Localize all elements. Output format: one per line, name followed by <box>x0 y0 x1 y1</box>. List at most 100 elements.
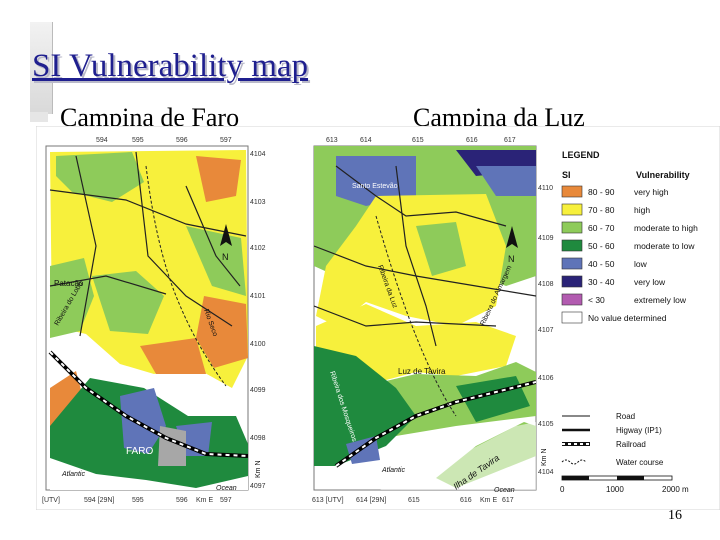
faro-bottom-tick: Km E <box>196 497 213 504</box>
scale-end: 2000 m <box>662 485 689 494</box>
legend-swatch <box>561 185 583 198</box>
scale-mid: 1000 <box>606 485 624 494</box>
legend-range: 70 - 80 <box>588 205 615 215</box>
faro-right-tick: 4099 <box>250 387 266 394</box>
faro-zone-very-high-ne <box>196 156 241 202</box>
luz-roads <box>314 165 536 347</box>
luz-north-label: N <box>508 254 515 264</box>
legend-swatch <box>561 239 583 252</box>
luz-bottom-tick: 613 [UTV] <box>312 497 344 504</box>
legend-range: 40 - 50 <box>588 259 615 269</box>
faro-top-tick: 594 <box>96 137 108 144</box>
legend-range: 50 - 60 <box>588 241 615 251</box>
title-accent-bar <box>30 22 53 114</box>
map-legend: LEGEND SI Vulnerability 80 - 90 very high… <box>560 150 698 494</box>
luz-right-tick: 4108 <box>538 281 554 288</box>
faro-north-label: N <box>222 252 229 262</box>
legend-col-vulnerability: Vulnerability <box>636 170 690 180</box>
luz-railroad-dash <box>335 381 536 467</box>
legend-water-line <box>561 459 587 465</box>
luz-bottom-tick: 617 <box>502 497 514 504</box>
faro-label-palacao: Patacão <box>54 279 84 288</box>
legend-swatch <box>561 257 583 270</box>
faro-zone-very-high-east <box>196 296 248 368</box>
legend-swatch <box>561 311 583 324</box>
scale-zero: 0 <box>560 485 565 494</box>
faro-label-atlantic: Atlantic <box>61 471 85 478</box>
legend-range: 60 - 70 <box>588 223 615 233</box>
legend-range: < 30 <box>588 295 605 305</box>
faro-bottom-tick: 597 <box>220 497 232 504</box>
north-arrow-icon: N <box>220 224 232 262</box>
legend-railroad-label: Railroad <box>616 440 646 449</box>
legend-road-label: Road <box>616 412 635 421</box>
faro-zone-very-high-mid <box>140 338 206 374</box>
luz-top-tick: 613 <box>326 137 338 144</box>
luz-water-course <box>375 215 457 417</box>
luz-zone-moderate-low <box>314 346 416 466</box>
legend-swatch <box>561 221 583 234</box>
legend-range: 30 - 40 <box>588 277 615 287</box>
faro-bottom-tick: [UTV] <box>42 497 60 504</box>
faro-right-tick: 4104 <box>250 151 266 158</box>
scale-bar: 0 1000 2000 m <box>560 475 689 494</box>
luz-coast <box>380 422 536 490</box>
legend-range: 80 - 90 <box>588 187 615 197</box>
luz-top-tick: 616 <box>466 137 478 144</box>
luz-right-tick: 4107 <box>538 327 554 334</box>
luz-label-atlantic: Atlantic <box>381 467 405 474</box>
luz-bottom-tick: 616 <box>460 497 472 504</box>
legend-swatch <box>561 275 583 288</box>
faro-map: 594 595 596 597 [UTV] 594 [29N] 595 596 … <box>42 137 266 504</box>
luz-top-tick: 614 <box>360 137 372 144</box>
luz-bottom-tick: 614 [29N] <box>356 497 386 504</box>
luz-bottom-tick: 615 <box>408 497 420 504</box>
legend-label: low <box>634 259 648 269</box>
faro-right-tick: 4097 <box>250 483 266 490</box>
luz-right-tick: 4109 <box>538 235 554 242</box>
luz-right-tick: 4105 <box>538 421 554 428</box>
faro-roads <box>49 151 247 337</box>
legend-water-label: Water course <box>616 458 664 467</box>
faro-zone-low <box>120 388 166 454</box>
luz-right-tick: 4110 <box>538 185 553 192</box>
faro-railroad-dash <box>49 351 248 457</box>
faro-right-tick: 4098 <box>250 435 266 442</box>
legend-label: moderate to low <box>634 241 695 251</box>
legend-col-si: SI <box>562 170 571 180</box>
luz-zone-low-ne <box>476 166 536 196</box>
faro-bottom-tick: 595 <box>132 497 144 504</box>
faro-bottom-tick: 594 [29N] <box>84 497 114 504</box>
faro-top-tick: 596 <box>176 137 188 144</box>
faro-right-tick: 4103 <box>250 199 266 206</box>
luz-zone-green-mid <box>416 222 466 276</box>
luz-right-tick: 4106 <box>538 375 554 382</box>
legend-label: No value determined <box>588 313 667 323</box>
slide-title: SI Vulnerability map <box>32 48 309 84</box>
faro-label-kmn: Km N <box>255 461 262 479</box>
legend-label: high <box>634 205 650 215</box>
faro-zone-green-mid <box>92 271 164 334</box>
legend-label: very high <box>634 187 669 197</box>
legend-label: extremely low <box>634 295 687 305</box>
luz-top-tick: 615 <box>412 137 424 144</box>
luz-label-santo: Santo Estevão <box>352 183 398 190</box>
faro-right-tick: 4101 <box>250 293 266 300</box>
legend-swatch <box>561 203 583 216</box>
luz-label-luz: Luz de Tavira <box>398 367 446 376</box>
luz-top-tick: 617 <box>504 137 516 144</box>
faro-label-faro: FARO <box>126 446 153 457</box>
title-accent-tab <box>30 112 48 122</box>
page-number: 16 <box>668 508 682 523</box>
legend-swatch <box>561 293 583 306</box>
legend-label: very low <box>634 277 666 287</box>
luz-map: 613 614 615 616 617 613 [UTV] 614 [29N] … <box>312 137 554 504</box>
legend-title: LEGEND <box>562 150 600 160</box>
legend-highway-label: Higway (IP1) <box>616 426 662 435</box>
vulnerability-map-figure: 594 595 596 597 [UTV] 594 [29N] 595 596 … <box>36 126 720 510</box>
faro-coast <box>50 458 248 490</box>
luz-right-tick: 4104 <box>538 469 554 476</box>
faro-right-tick: 4100 <box>250 341 266 348</box>
luz-bottom-tick: Km E <box>480 497 497 504</box>
luz-label-ocean: Ocean <box>494 487 515 494</box>
